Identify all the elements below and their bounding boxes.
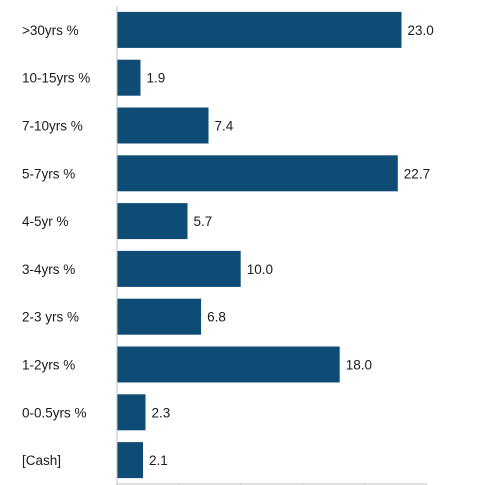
data-label: 2.1: [149, 453, 168, 468]
data-label: 18.0: [346, 358, 372, 373]
data-label: 5.7: [194, 214, 213, 229]
data-label: 6.8: [207, 310, 226, 325]
bar: [117, 59, 141, 96]
bar: [117, 11, 402, 48]
category-label: 4-5yr %: [22, 214, 69, 229]
bar: [117, 250, 241, 287]
category-labels-group: >30yrs % 10-15yrs % 7-10yrs % 5-7yrs % 4-5yr…: [22, 23, 90, 468]
bar: [117, 107, 209, 144]
data-label: 2.3: [152, 405, 171, 420]
category-label: 3-4yrs %: [22, 262, 75, 277]
bar: [117, 346, 340, 383]
data-label: 23.0: [408, 23, 434, 38]
value-labels-group: 23.0 1.9 7.4 22.7 5.7 10.0 6.8 18.0 2.3 2.1: [147, 23, 434, 468]
category-label: 10-15yrs %: [22, 71, 90, 86]
category-label: 1-2yrs %: [22, 358, 75, 373]
category-label: 5-7yrs %: [22, 166, 75, 181]
data-label: 1.9: [147, 71, 166, 86]
bars-group: [117, 11, 402, 479]
category-label: [Cash]: [22, 453, 61, 468]
bar: [117, 203, 188, 240]
data-label: 10.0: [247, 262, 273, 277]
category-label: 2-3 yrs %: [22, 310, 79, 325]
data-label: 7.4: [215, 119, 234, 134]
data-label: 22.7: [404, 166, 430, 181]
category-label: >30yrs %: [22, 23, 79, 38]
bar: [117, 155, 398, 192]
category-label: 7-10yrs %: [22, 119, 83, 134]
bar: [117, 394, 146, 431]
bar: [117, 298, 202, 335]
category-label: 0-0.5yrs %: [22, 405, 87, 420]
bar: [117, 442, 143, 479]
